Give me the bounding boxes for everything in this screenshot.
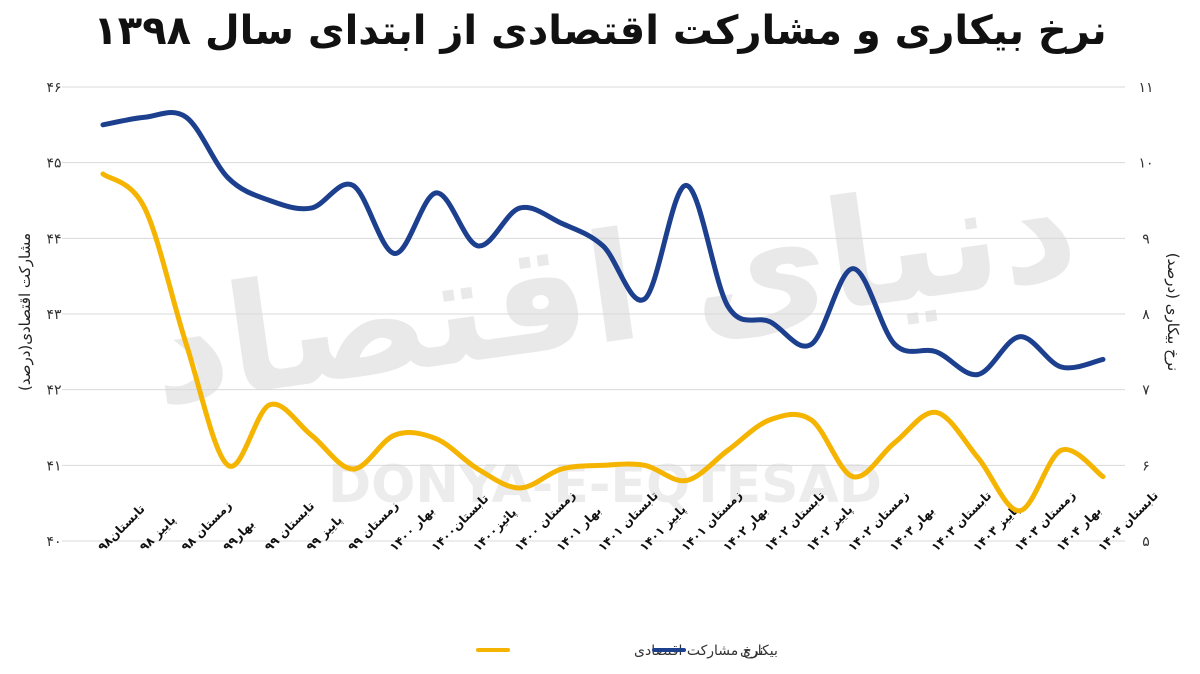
unemployment-rate-line [100, 110, 1106, 378]
legend-label-participation: نرخ مشارکت اقتصادی [634, 643, 763, 659]
watermark: دنیای اقتصاد DONYA-E-EQTESAD [139, 138, 1087, 515]
right-y-tick-label: ۱۱ [1138, 80, 1153, 96]
x-tick-label: پاییز ۹۸ [137, 513, 179, 555]
right-y-tick-label: ۶ [1142, 458, 1150, 474]
right-y-tick-label: ۹ [1142, 231, 1150, 247]
watermark-persian: دنیای اقتصاد [139, 138, 1087, 440]
right-y-tick-label: ۷ [1142, 383, 1150, 399]
left-y-tick-label: ۴۶ [46, 80, 61, 96]
legend-label-unemployment: بیکاری [740, 643, 778, 659]
left-y-tick-label: ۴۰ [46, 534, 61, 550]
right-y-tick-label: ۱۰ [1138, 156, 1153, 172]
participation-rate-line [100, 171, 1106, 514]
left-y-tick-label: ۴۵ [46, 156, 61, 172]
left-axis-title: مشارکت اقتصادی(درصد) [16, 233, 34, 391]
right-y-axis: ۵ ۶ ۷ ۸ ۹ ۱۰ ۱۱ [1138, 80, 1153, 550]
left-y-axis: ۴۰ ۴۱ ۴۲ ۴۳ ۴۴ ۴۵ ۴۶ [46, 80, 62, 550]
left-y-tick-label: ۴۳ [46, 307, 62, 323]
x-tick-label: بهار۹۹ [220, 517, 257, 554]
right-axis-title: نرخ بیکاری (درصد) [1164, 253, 1182, 371]
left-y-tick-label: ۴۱ [46, 458, 61, 474]
x-tick-label: تابستان ۱۴۰۴ [1095, 488, 1161, 554]
left-y-tick-label: ۴۴ [46, 231, 61, 247]
x-tick-label: پاییز ۹۹ [304, 513, 346, 555]
left-y-tick-label: ۴۲ [46, 383, 61, 399]
series-lines [100, 110, 1106, 514]
right-y-tick-label: ۸ [1142, 307, 1150, 323]
chart-title: نرخ بیکاری و مشارکت اقتصادی از ابتدای سا… [93, 8, 1107, 54]
right-y-tick-label: ۵ [1142, 534, 1150, 550]
